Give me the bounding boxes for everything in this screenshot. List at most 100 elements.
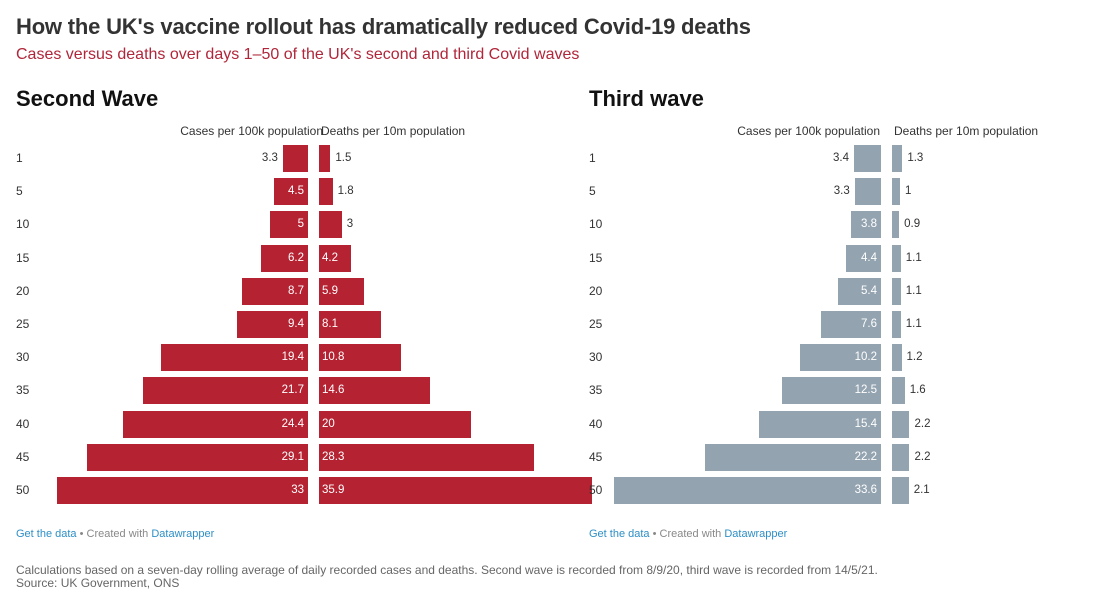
cases-value-label: 12.5	[854, 384, 877, 397]
deaths-value-label: 2.2	[914, 450, 931, 463]
deaths-bar	[892, 477, 909, 504]
day-label: 40	[16, 416, 30, 431]
deaths-value-label: 1.1	[905, 318, 922, 330]
get-the-data-link[interactable]: Get the data	[589, 528, 650, 540]
day-label: 25	[16, 317, 30, 331]
deaths-value-label: 0.9	[904, 218, 921, 231]
deaths-bar	[319, 211, 342, 239]
deaths-value-label: 1.5	[335, 152, 352, 164]
cases-bar	[799, 344, 881, 372]
deaths-bar	[892, 178, 900, 206]
cases-bar	[160, 344, 308, 372]
deaths-bar	[892, 277, 901, 305]
day-label: 35	[589, 383, 603, 398]
day-label: 45	[16, 449, 30, 464]
source-note: Source: UK Government, ONS	[16, 576, 180, 590]
cases-bar	[850, 211, 881, 239]
cases-value-label: 19.4	[281, 351, 304, 364]
calculation-note: Calculations based on a seven-day rollin…	[16, 563, 878, 577]
cases-bar	[853, 145, 881, 172]
chart-subtitle: Cases versus deaths over days 1–50 of th…	[16, 46, 580, 63]
day-label: 5	[16, 184, 23, 199]
cases-value-label: 3.3	[833, 185, 850, 198]
day-label: 5	[589, 184, 596, 199]
cases-value-label: 22.2	[854, 450, 877, 463]
cases-value-label: 3.3	[261, 152, 278, 164]
day-label: 15	[16, 250, 30, 265]
deaths-bar	[319, 443, 535, 471]
cases-value-label: 15.4	[854, 417, 877, 430]
deaths-value-label: 1.1	[905, 251, 922, 264]
deaths-value-label: 3	[346, 218, 354, 231]
third-wave-title: Third wave	[589, 86, 704, 111]
cases-column-header: Cases per 100k population	[180, 124, 323, 138]
cases-bar	[758, 410, 881, 438]
cases-bar	[260, 244, 308, 272]
day-label: 20	[16, 283, 30, 298]
cases-value-label: 6.2	[288, 251, 304, 264]
third-wave-panel: Third wave Cases per 100k population Dea…	[589, 86, 1112, 551]
datawrapper-link[interactable]: Datawrapper	[151, 528, 215, 540]
day-label: 45	[589, 449, 603, 464]
datawrapper-link[interactable]: Datawrapper	[724, 528, 788, 540]
deaths-value-label: 1.6	[909, 384, 926, 397]
deaths-value-label: 4.2	[322, 251, 338, 264]
deaths-column-header: Deaths per 10m population	[321, 124, 466, 138]
deaths-bar	[319, 178, 333, 206]
day-label: 1	[16, 151, 23, 165]
cases-value-label: 3.4	[832, 152, 849, 164]
deaths-bar	[319, 145, 331, 172]
deaths-bar	[319, 344, 402, 372]
cases-value-label: 29.1	[281, 450, 304, 463]
deaths-value-label: 5.9	[322, 284, 338, 297]
cases-value-label: 4.4	[861, 251, 877, 264]
deaths-value-label: 1.3	[907, 152, 924, 164]
day-label: 40	[589, 416, 603, 431]
deaths-bar	[892, 443, 910, 471]
day-label: 10	[16, 217, 30, 232]
chart-title: How the UK's vaccine rollout has dramati…	[16, 14, 751, 39]
day-label: 15	[589, 250, 603, 265]
cases-bar	[57, 477, 308, 504]
get-the-data-link[interactable]: Get the data	[16, 528, 77, 540]
deaths-value-label: 20	[322, 417, 335, 430]
cases-value-label: 33	[291, 484, 304, 496]
cases-value-label: 9.4	[288, 318, 304, 330]
day-label: 10	[589, 217, 603, 232]
cases-bar	[820, 311, 881, 338]
second-wave-panel: Second Wave Cases per 100k population De…	[16, 86, 592, 551]
deaths-bar	[319, 311, 381, 338]
day-label: 30	[16, 350, 30, 365]
deaths-bar	[319, 477, 592, 504]
deaths-value-label: 14.6	[322, 384, 345, 397]
cases-value-label: 21.7	[281, 384, 304, 397]
deaths-bar	[892, 311, 901, 338]
cases-value-label: 5	[297, 218, 304, 231]
cases-value-label: 4.5	[288, 185, 304, 198]
cases-bar	[270, 211, 308, 239]
deaths-bar	[892, 410, 910, 438]
cases-bar	[143, 377, 308, 405]
deaths-column-header: Deaths per 10m population	[894, 124, 1039, 138]
deaths-bar	[892, 377, 905, 405]
cases-bar	[854, 178, 881, 206]
deaths-value-label: 35.9	[322, 484, 345, 496]
second-wave-title: Second Wave	[16, 86, 159, 111]
day-label: 50	[16, 483, 30, 497]
cases-bar	[704, 443, 881, 471]
second-wave-footer: Get the data • Created with Datawrapper	[16, 528, 214, 540]
deaths-value-label: 1.2	[906, 351, 923, 364]
deaths-value-label: 1.1	[905, 284, 922, 297]
cases-bar	[122, 410, 308, 438]
cases-bar	[838, 277, 881, 305]
cases-bar	[613, 477, 881, 504]
day-label: 25	[589, 317, 603, 331]
cases-bar	[241, 277, 308, 305]
day-label: 30	[589, 350, 603, 365]
deaths-value-label: 2.1	[913, 484, 930, 496]
deaths-bar	[892, 145, 903, 172]
cases-value-label: 24.4	[281, 417, 304, 430]
cases-bar	[282, 145, 308, 172]
deaths-value-label: 2.2	[914, 417, 931, 430]
day-label: 20	[589, 283, 603, 298]
